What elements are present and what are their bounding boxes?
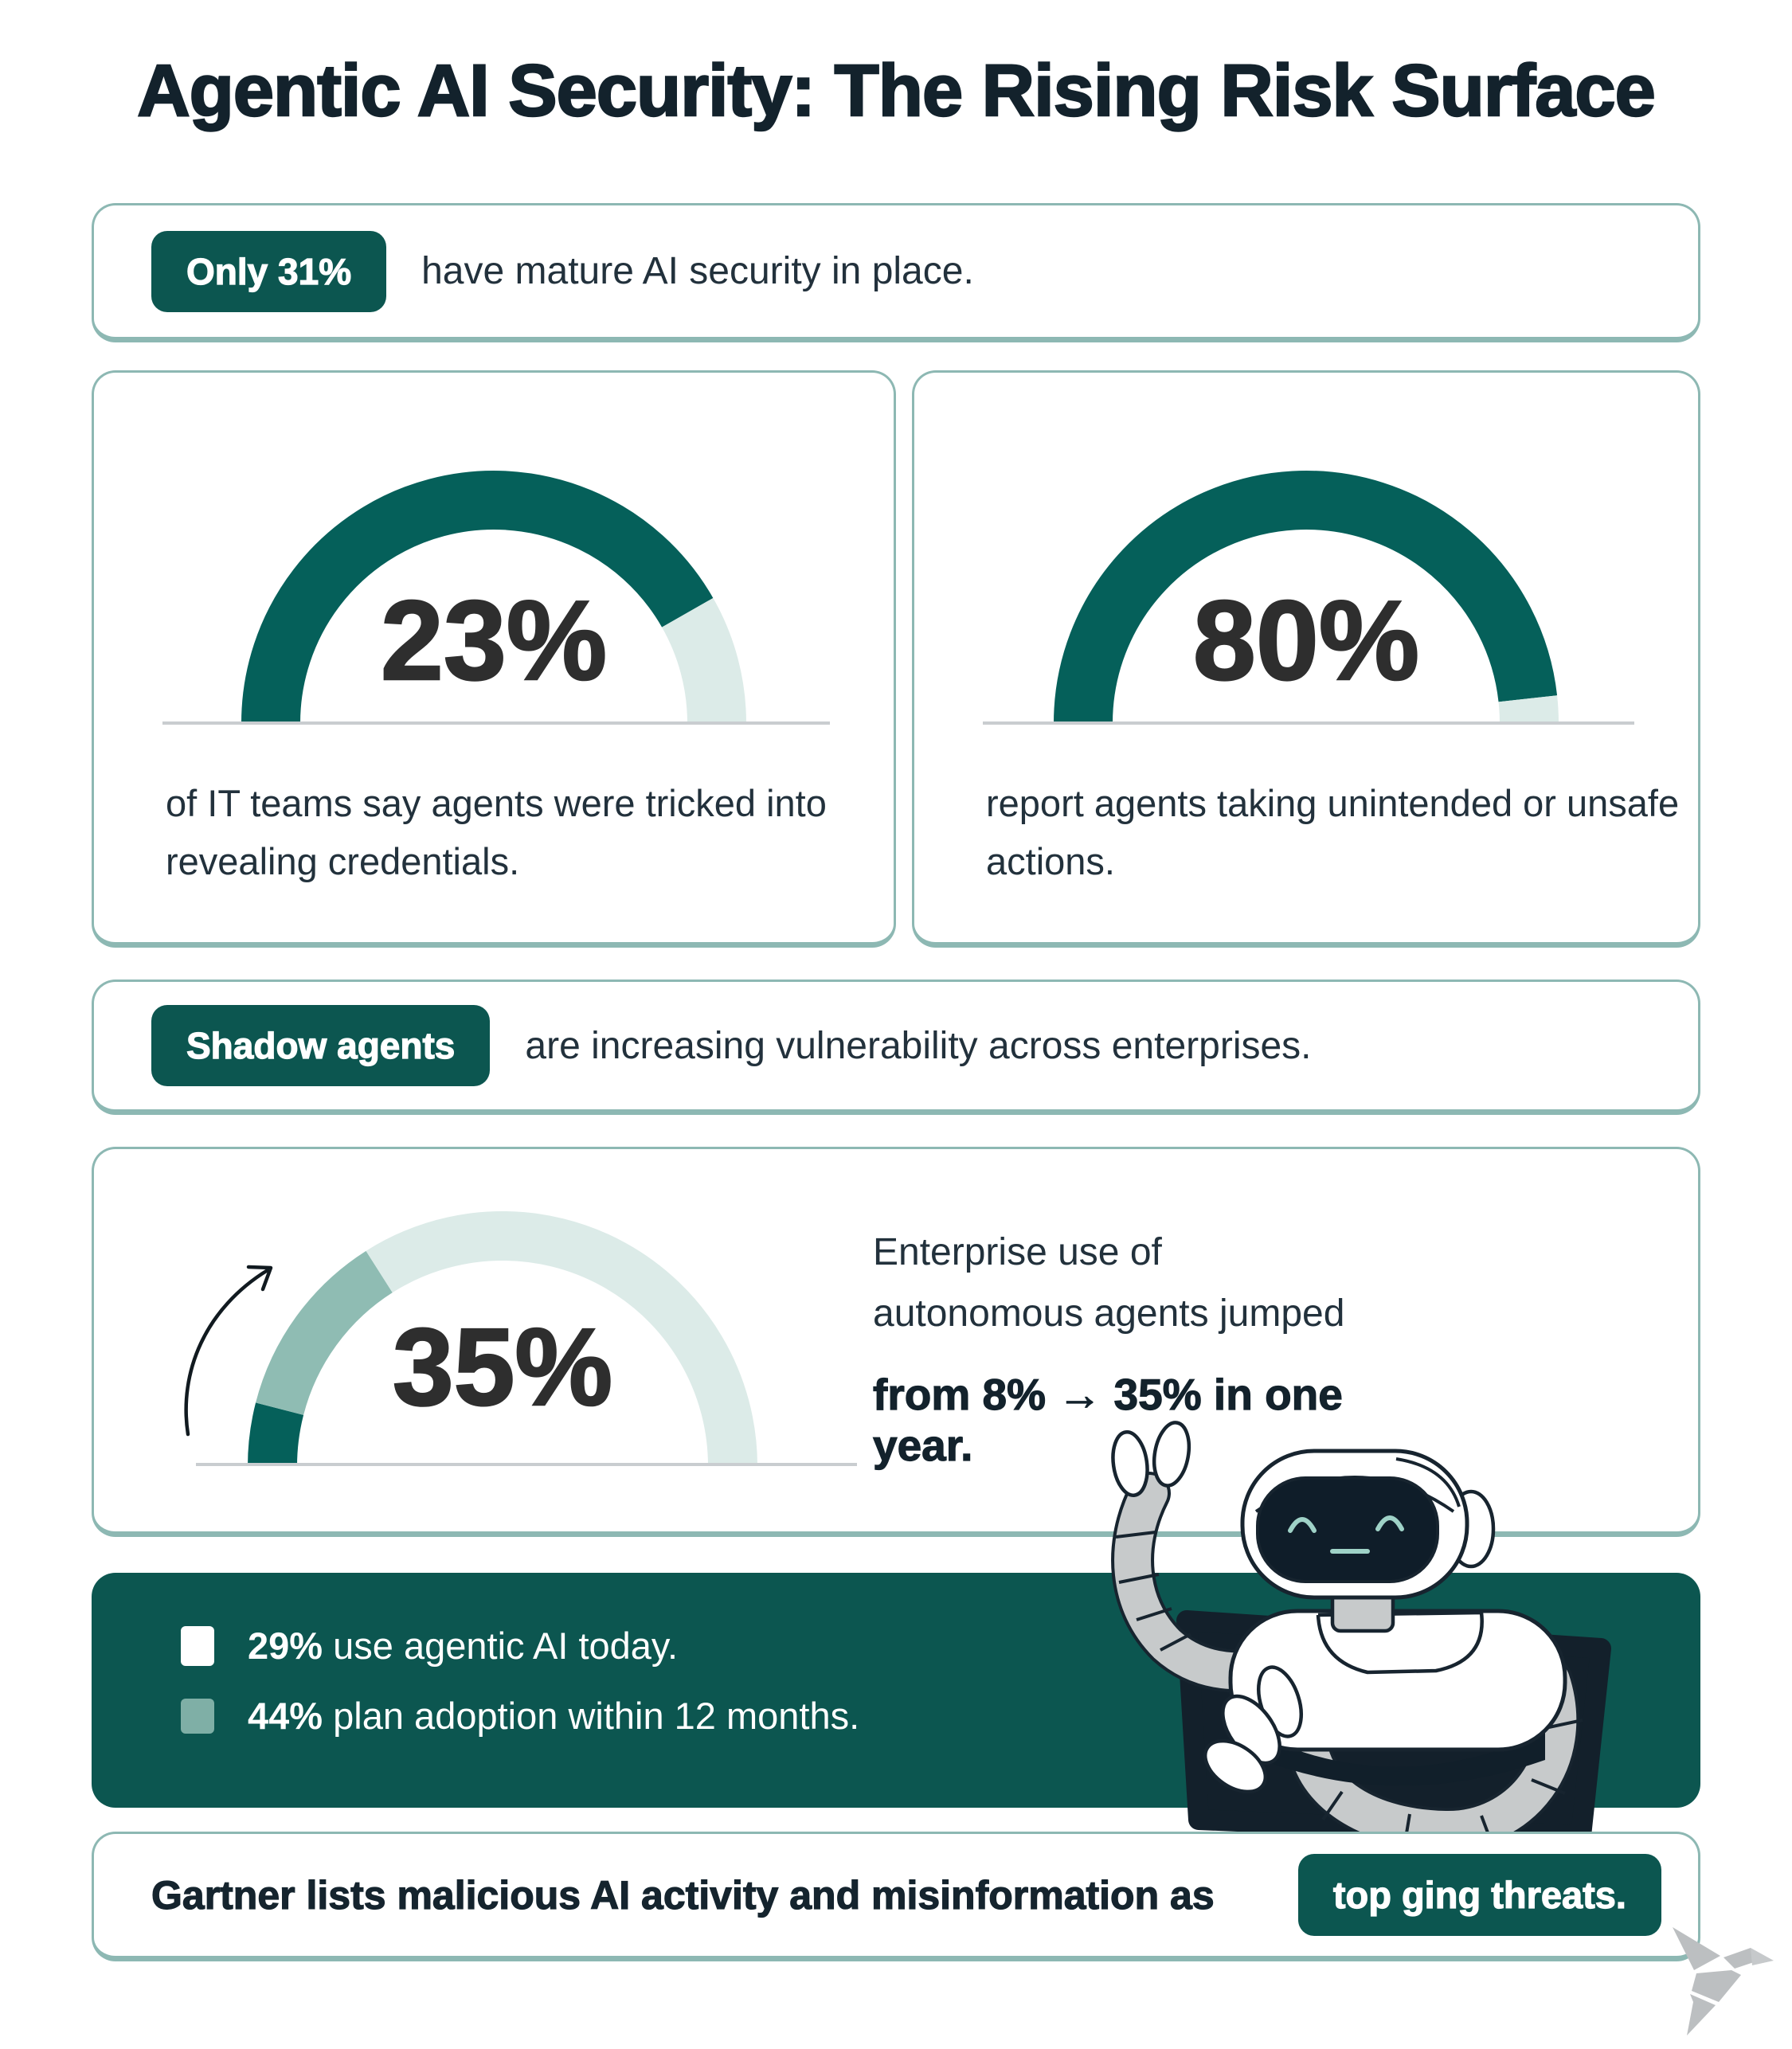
origami-bird-logo (1673, 1927, 1774, 2035)
legend-label-text: plan adoption within 12 months. (323, 1695, 860, 1737)
stat-card-credentials: 23% of IT teams say agents were tricked … (92, 370, 896, 948)
up-arrow-icon (184, 1265, 273, 1437)
legend-swatch-sage (181, 1698, 214, 1734)
page-title: Agentic AI Security: The Rising Risk Sur… (136, 49, 1657, 132)
banner-gartner: Gartner lists malicious AI activity and … (92, 1832, 1700, 1961)
legend-item-use-today: 29% use agentic AI today. (181, 1624, 678, 1668)
banner-mature-security: Only 31% have mature AI security in plac… (92, 203, 1700, 342)
robot-eye-right (1375, 1515, 1404, 1531)
legend-swatch-white (181, 1625, 214, 1666)
gauge-chart-35 (248, 1211, 757, 1467)
card-caption-unsafe: report agents taking unintended or unsaf… (986, 782, 1680, 882)
shadow-agents-badge: Shadow agents (151, 1005, 491, 1086)
growth-highlight: from 8% → 35% in one year. (872, 1369, 1343, 1470)
growth-card: 35% Enterprise use of autonomous agents … (92, 1147, 1700, 1537)
growth-text-block: Enterprise use of autonomous agents jump… (872, 1222, 1383, 1471)
card-caption-credentials: of IT teams say agents were tricked into… (166, 782, 827, 882)
robot-eye-left (1288, 1517, 1317, 1533)
gauge-baseline (983, 721, 1634, 725)
banner-mature-security-text: have mature AI security in place. (421, 250, 974, 292)
robot-illustration (1111, 1421, 1611, 1840)
growth-text: Enterprise use of autonomous agents jump… (873, 1231, 1345, 1335)
banner-shadow-agents: Shadow agents are increasing vulnerabili… (92, 980, 1700, 1115)
gauge-value-80: 80% (1192, 577, 1421, 705)
legend-label-text: use agentic AI today. (323, 1625, 679, 1667)
gauge-chart-23 (241, 471, 746, 724)
legend-label: 29% use agentic AI today. (248, 1624, 678, 1668)
legend-pct: 29% (248, 1625, 323, 1667)
legend-pct: 44% (248, 1695, 323, 1737)
gauge-value-23: 23% (380, 577, 608, 705)
stat-card-unsafe-actions: 80% report agents taking unintended or u… (912, 370, 1700, 948)
top-threats-badge: top ging threats. (1297, 1854, 1661, 1936)
legend-item-plan-adoption: 44% plan adoption within 12 months. (181, 1694, 859, 1738)
banner-shadow-agents-text: are increasing vulnerability across ente… (525, 1024, 1312, 1067)
gauge-value-35: 35% (392, 1305, 614, 1429)
only-31-badge: Only 31% (151, 230, 387, 312)
gauge-baseline (196, 1463, 857, 1466)
gartner-text: Gartner lists malicious AI activity and … (151, 1872, 1215, 1918)
gauge-baseline (162, 721, 830, 725)
legend-label: 44% plan adoption within 12 months. (248, 1694, 859, 1738)
